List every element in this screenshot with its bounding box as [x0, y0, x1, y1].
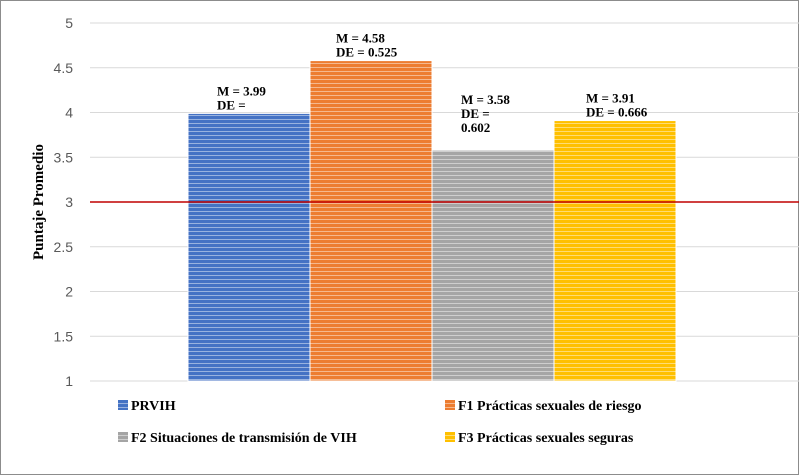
- y-axis-label: Puntaje Promedio: [31, 144, 47, 260]
- bar-annotation: DE =: [217, 97, 246, 112]
- bar-1: [187, 112, 311, 382]
- bar-annotation: DE =: [461, 106, 490, 121]
- y-tick-label: 2.5: [54, 239, 74, 255]
- legend-label: F2 Situaciones de transmisión de VIH: [131, 431, 357, 446]
- y-tick-label: 1: [65, 373, 73, 389]
- y-tick-label: 5: [65, 15, 73, 31]
- bar-2: [309, 60, 433, 382]
- bars: [187, 60, 677, 382]
- y-tick-label: 4: [65, 105, 73, 121]
- bar-annotation: M = 4.58: [336, 31, 385, 46]
- y-tick-label: 3.5: [54, 149, 74, 165]
- bar-annotation: 0.602: [461, 120, 490, 135]
- legend-label: F3 Prácticas sexuales seguras: [458, 431, 634, 446]
- legend-swatch: [118, 432, 128, 442]
- legend-label: PRVIH: [131, 399, 176, 414]
- bar-annotation: M = 3.91: [586, 91, 635, 106]
- bar-annotation: M = 3.58: [461, 92, 510, 107]
- legend-swatch: [445, 400, 455, 410]
- bar-annotation: M = 3.99: [217, 83, 266, 98]
- y-axis-ticks: 1 1.5 2 2.5 3 3.5 4 4.5 5: [54, 15, 74, 389]
- legend: PRVIH F1 Prácticas sexuales de riesgo F2 S…: [118, 399, 642, 446]
- legend-swatch: [118, 400, 128, 410]
- y-tick-label: 2: [65, 284, 73, 300]
- legend-label: F1 Prácticas sexuales de riesgo: [458, 399, 642, 414]
- legend-swatch: [445, 432, 455, 442]
- y-tick-label: 1.5: [54, 328, 74, 344]
- bar-3: [431, 149, 555, 382]
- bar-4: [553, 120, 677, 382]
- bar-annotation: DE = 0.666: [586, 105, 648, 120]
- y-tick-label: 4.5: [54, 60, 74, 76]
- bar-annotation: DE = 0.525: [336, 45, 398, 60]
- y-tick-label: 3: [65, 194, 73, 210]
